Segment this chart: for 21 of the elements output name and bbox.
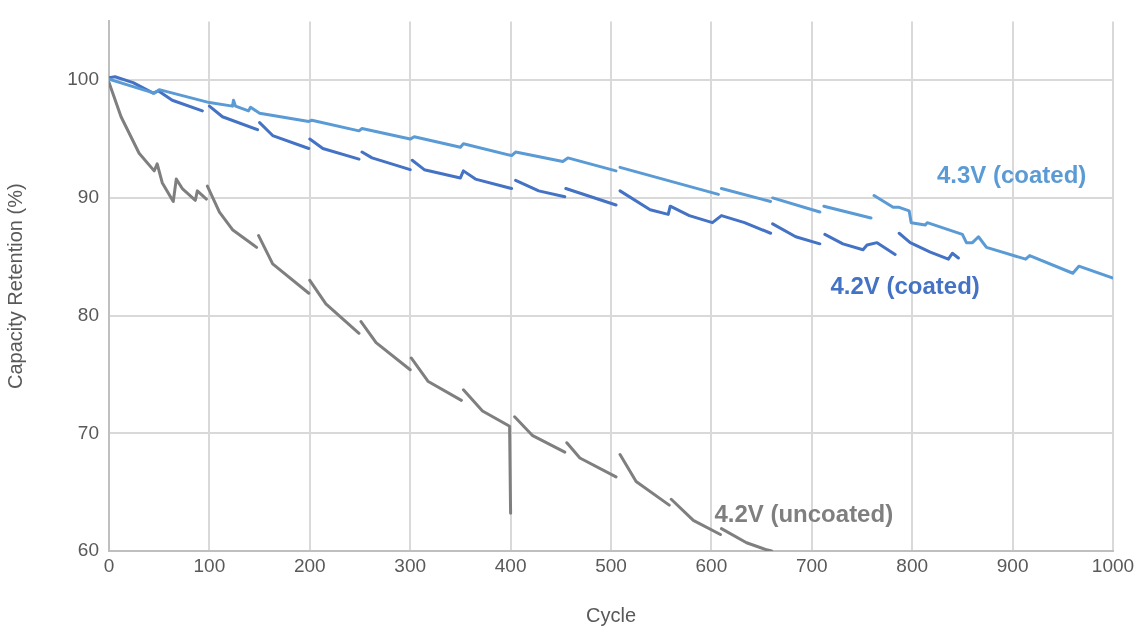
x-tick-label: 0	[103, 554, 115, 576]
series-label: 4.2V (coated)	[830, 272, 980, 300]
x-tick-label: 800	[896, 554, 929, 576]
y-axis-title: Capacity Retention (%)	[3, 183, 26, 390]
x-tick-label: 300	[394, 554, 427, 576]
series-label: 4.2V (uncoated)	[714, 499, 894, 527]
x-tick-label: 900	[996, 554, 1029, 576]
x-tick-label: 1000	[1091, 554, 1135, 576]
x-tick-label: 700	[795, 554, 828, 576]
x-tick-label: 100	[193, 554, 226, 576]
series-label: 4.3V (coated)	[936, 161, 1087, 189]
x-tick-label: 200	[293, 554, 326, 576]
y-tick-label: 90	[77, 186, 99, 208]
y-tick-label: 100	[67, 68, 99, 90]
y-tick-label: 80	[77, 303, 99, 325]
x-tick-label: 400	[494, 554, 527, 576]
x-axis-title: Cycle	[585, 603, 637, 626]
x-tick-label: 600	[695, 554, 728, 576]
x-tick-label: 500	[595, 554, 627, 576]
y-tick-label: 70	[77, 421, 99, 443]
y-tick-label: 60	[77, 539, 99, 561]
